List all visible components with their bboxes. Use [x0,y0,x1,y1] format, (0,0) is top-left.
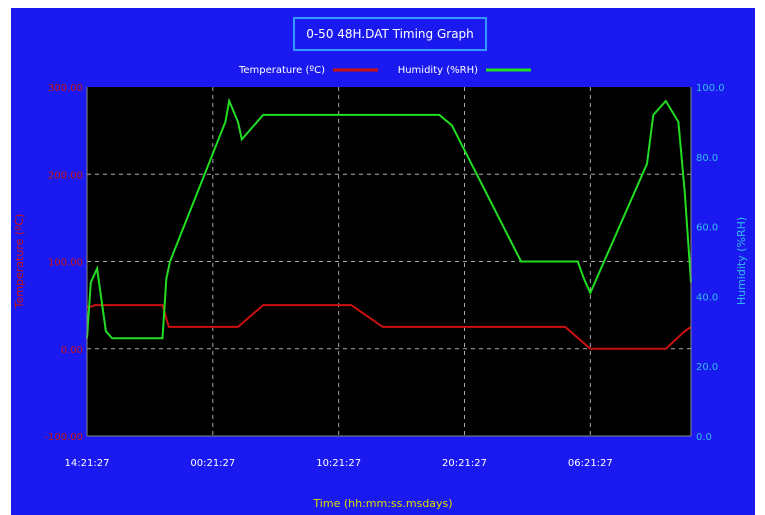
y-right-tick-label: 0.0 [696,432,712,443]
legend: Temperature (ºC) Humidity (%RH) [238,65,531,76]
y-right-tick-label: 80.0 [696,153,718,164]
y-left-tick-label: 100.00 [48,258,83,269]
legend-label-temperature: Temperature (ºC) [238,65,325,76]
x-tick-label: 20:21:27 [442,458,487,469]
y-right-tick-label: 20.0 [696,362,718,373]
y-right-tick-label: 100.0 [696,83,725,94]
y-left-tick-label: 200.00 [48,170,83,181]
series-marks [86,97,692,350]
title-box [293,17,487,51]
y-left-tick-label: 0.00 [61,345,83,356]
y-left-tick-label: -100.00 [44,432,83,443]
x-tick-label: 14:21:27 [65,458,110,469]
x-tick-label: 06:21:27 [568,458,613,469]
x-tick-label: 10:21:27 [316,458,361,469]
y-left-tick-label: 300.00 [48,83,83,94]
grid-lines [87,87,691,436]
y-axis-right-label: Humidity (%RH) [735,217,748,305]
series-line-temperature [87,304,692,350]
x-tick-label: 00:21:27 [190,458,235,469]
y-axis-left-label: Temperature (ºC) [13,214,26,310]
x-axis-label: Time (hh:mm:ss.msdays) [312,497,452,510]
series-line-humidity [86,97,692,340]
axis-ticks: 14:21:27 00:21:27 10:21:27 20:21:27 06:21:27… [44,83,724,469]
chart-title: 0-50 48H.DAT Timing Graph [306,27,474,41]
legend-label-humidity: Humidity (%RH) [398,65,478,76]
y-right-tick-label: 40.0 [696,292,718,303]
y-right-tick-label: 60.0 [696,223,718,234]
